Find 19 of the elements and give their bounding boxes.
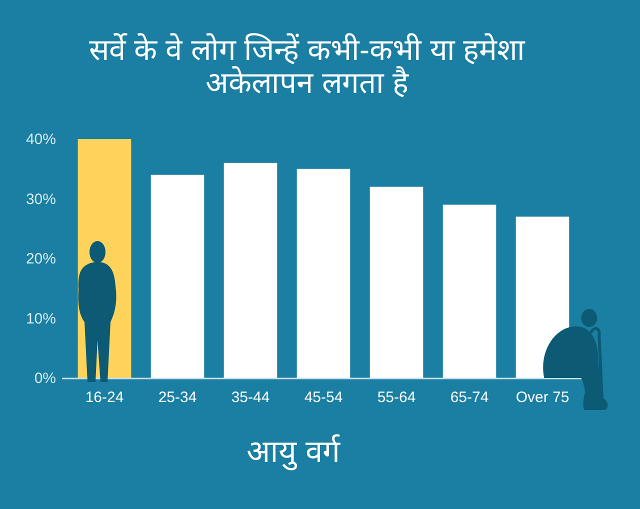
bar	[370, 186, 424, 378]
bar	[442, 204, 496, 378]
x-axis-title: आयु वर्ग	[246, 434, 340, 471]
y-tick-label: 20%	[26, 250, 56, 268]
x-tick-label: 16-24	[85, 389, 124, 406]
y-tick-label: 10%	[26, 310, 56, 328]
y-tick-label: 0%	[34, 370, 56, 387]
bar	[150, 174, 204, 378]
y-tick-label: 30%	[26, 190, 56, 208]
bar	[296, 168, 350, 378]
x-tick-label: 45-54	[304, 389, 343, 406]
x-tick-label: 65-74	[450, 389, 489, 406]
bar	[224, 162, 278, 378]
y-tick-label: 40%	[26, 131, 56, 148]
x-tick-label: 35-44	[231, 389, 270, 406]
x-tick-label: 25-34	[158, 389, 197, 406]
x-tick-label: Over 75	[516, 389, 570, 406]
x-tick-label: 55-64	[377, 389, 416, 406]
chart-title: सर्वे के वे लोग जिन्हें कभी-कभी या हमेशा अकेलापन लगता है	[88, 33, 526, 100]
